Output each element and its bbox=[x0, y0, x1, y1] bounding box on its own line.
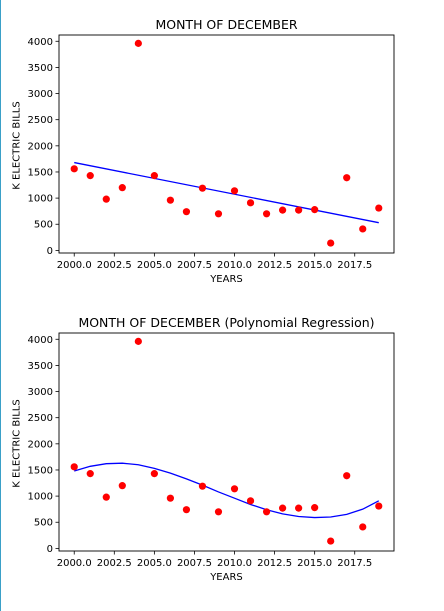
chart-1-ylabel: K ELECTRIC BILLS bbox=[12, 101, 23, 189]
data-point bbox=[359, 523, 367, 531]
data-point bbox=[86, 470, 94, 478]
data-point bbox=[134, 39, 142, 47]
data-point bbox=[198, 482, 207, 490]
chart-2-polynomial-fit-line bbox=[74, 462, 380, 519]
y-tick-label: 3500 bbox=[28, 361, 53, 372]
data-point bbox=[295, 504, 303, 512]
x-tick-label: 2015.0 bbox=[297, 260, 332, 271]
y-tick-label: 4000 bbox=[28, 37, 53, 48]
data-point bbox=[118, 482, 126, 490]
x-tick-label: 2012.5 bbox=[257, 260, 292, 271]
chart-2-title: MONTH OF DECEMBER (Polynomial Regression… bbox=[78, 315, 374, 330]
data-point bbox=[102, 493, 110, 501]
data-point bbox=[279, 504, 287, 512]
x-tick-label: 2005.0 bbox=[137, 260, 172, 271]
chart-2: MONTH OF DECEMBER (Polynomial Regression… bbox=[12, 315, 395, 583]
data-point bbox=[70, 463, 78, 471]
x-tick-label: 2005.0 bbox=[137, 558, 172, 569]
y-tick-label: 2500 bbox=[28, 413, 53, 424]
data-point bbox=[262, 508, 271, 516]
y-tick-label: 1500 bbox=[28, 167, 53, 178]
y-tick-label: 2500 bbox=[28, 115, 53, 126]
data-point bbox=[70, 165, 78, 173]
chart-2-ylabel: K ELECTRIC BILLS bbox=[12, 399, 23, 487]
data-point bbox=[262, 210, 271, 218]
y-tick-label: 0 bbox=[47, 246, 53, 257]
chart-2-xlabel: YEARS bbox=[209, 572, 243, 583]
y-tick-label: 2000 bbox=[28, 439, 53, 450]
x-tick-label: 2002.5 bbox=[97, 260, 132, 271]
chart-2-plot-area: 2000.0 2002.5 2005.0 2007.5 2010.0 2012.5 2015… bbox=[28, 332, 395, 569]
x-tick-label: 2017.5 bbox=[337, 558, 372, 569]
data-point bbox=[311, 504, 319, 512]
data-point bbox=[150, 172, 158, 180]
data-point bbox=[343, 174, 351, 182]
x-tick-label: 2007.5 bbox=[177, 558, 212, 569]
y-tick-label: 1000 bbox=[28, 492, 53, 503]
chart-1-xlabel: YEARS bbox=[209, 274, 243, 285]
chart-1-frame bbox=[58, 34, 395, 254]
data-point bbox=[166, 494, 174, 502]
x-tick-label: 2015.0 bbox=[297, 558, 332, 569]
x-tick-label: 2017.5 bbox=[337, 260, 372, 271]
chart-2-frame bbox=[58, 332, 395, 552]
y-tick-label: 500 bbox=[34, 220, 53, 231]
y-tick-label: 3000 bbox=[28, 89, 53, 100]
data-point bbox=[134, 337, 142, 345]
chart-1-plot-area: 2000.0 2002.5 2005.0 2007.5 2010.0 2012.5 2015… bbox=[28, 34, 395, 271]
data-point bbox=[214, 210, 223, 218]
data-point bbox=[198, 184, 207, 192]
window-left-edge bbox=[0, 0, 1, 611]
chart-1-linear-fit-line bbox=[74, 161, 379, 224]
x-tick-label: 2007.5 bbox=[177, 260, 212, 271]
x-tick-label: 2010.0 bbox=[217, 558, 252, 569]
data-point bbox=[182, 208, 191, 216]
data-point bbox=[279, 206, 287, 214]
data-point bbox=[230, 485, 239, 493]
y-tick-label: 4000 bbox=[28, 335, 53, 346]
y-tick-label: 0 bbox=[47, 544, 53, 555]
y-tick-label: 1000 bbox=[28, 194, 53, 205]
data-point bbox=[375, 502, 383, 510]
data-point bbox=[343, 472, 351, 480]
data-point bbox=[295, 206, 303, 214]
data-point bbox=[246, 497, 255, 505]
data-point bbox=[327, 537, 335, 545]
x-tick-label: 2000.0 bbox=[57, 260, 92, 271]
chart-1-title: MONTH OF DECEMBER bbox=[155, 17, 297, 32]
x-tick-label: 2012.5 bbox=[257, 558, 292, 569]
x-tick-label: 2002.5 bbox=[97, 558, 132, 569]
y-tick-label: 500 bbox=[34, 518, 53, 529]
data-point bbox=[359, 225, 367, 233]
y-tick-label: 2000 bbox=[28, 141, 53, 152]
data-point bbox=[311, 206, 319, 214]
data-point bbox=[166, 196, 174, 204]
data-point bbox=[118, 184, 126, 192]
data-point bbox=[182, 506, 191, 514]
data-point bbox=[102, 195, 110, 203]
data-point bbox=[150, 470, 158, 478]
data-point bbox=[86, 172, 94, 180]
y-tick-label: 3000 bbox=[28, 387, 53, 398]
data-point bbox=[327, 239, 335, 247]
data-point bbox=[375, 204, 383, 212]
y-tick-label: 1500 bbox=[28, 465, 53, 476]
y-tick-label: 3500 bbox=[28, 63, 53, 74]
chart-1: MONTH OF DECEMBER YEARS K ELECTRIC BILLS… bbox=[12, 17, 395, 285]
x-tick-label: 2000.0 bbox=[57, 558, 92, 569]
x-tick-label: 2010.0 bbox=[217, 260, 252, 271]
data-point bbox=[230, 187, 239, 195]
data-point bbox=[214, 508, 223, 516]
data-point bbox=[246, 199, 255, 207]
